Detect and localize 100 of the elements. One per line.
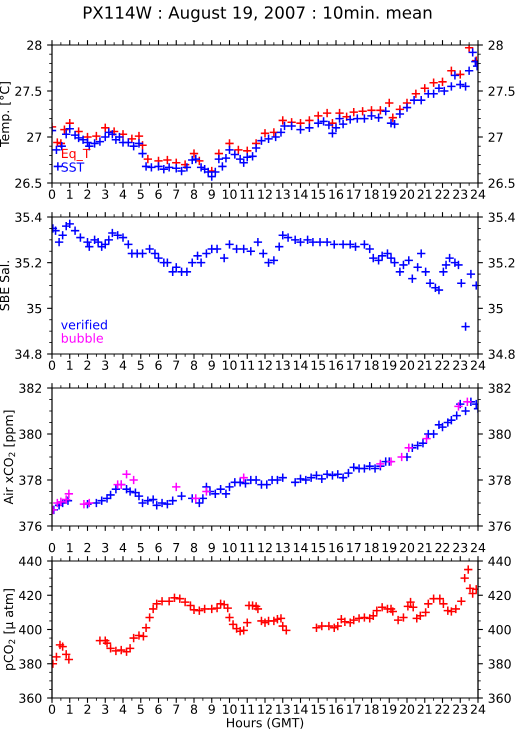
x2-tick-label: 9 [208,542,215,552]
x-tick-label: 5 [138,190,144,199]
series-label: Eq_T [62,148,91,161]
x-tick-label: 17 [347,190,361,199]
x-tick-label: 10 [222,189,237,199]
x-tick-label: 3 [102,704,108,714]
y2-tick-label: 382 [488,383,510,393]
x-tick-label: 6 [155,360,162,370]
y2-tick-label: 35 [488,304,503,314]
chart-title: PX114W : August 19, 2007 : 10min. mean [84,6,432,22]
x-tick-label: 16 [329,360,344,370]
x-tick-label: 8 [190,704,198,714]
y-tick-label: 28 [27,40,42,50]
x2-tick-label: 20 [400,542,414,552]
x-tick-label: 23 [453,189,468,199]
x2-tick-label: 23 [453,542,468,552]
y2-tick-label: 34.8 [488,349,515,359]
x-tick-label: 10 [222,360,237,370]
x-tick-label: 4 [120,704,126,714]
y-tick-label: 380 [19,429,42,439]
legend-label: bubble [62,333,103,343]
x-tick-label: 11 [240,360,254,370]
y2-tick-label: 27.5 [488,86,514,96]
y-tick-label: 376 [19,521,42,531]
x2-tick-label: 21 [418,542,432,552]
x-tick-label: 20 [400,189,414,199]
y-tick-label: 420 [19,590,42,600]
x-tick-label: 15 [312,190,326,199]
y-axis-title: Air xCO$_{2}$ [ppm] [4,410,16,504]
x-tick-label: 19 [382,360,396,370]
y-axis-title: Temp. [°C] [0,82,12,148]
x-tick-label: 7 [173,704,180,714]
x-tick-label: 19 [382,704,396,714]
x-tick-label: 2 [84,360,90,370]
x-tick-label: 9 [208,360,215,370]
x-tick-label: 18 [364,189,379,199]
x-tick-label: 0 [48,704,56,714]
x2-tick-label: 2 [84,542,90,552]
x-tick-label: 2 [84,189,90,199]
x-tick-label: 7 [173,190,180,199]
x-tick-label: 14 [294,360,308,370]
x2-tick-label: 4 [120,543,126,552]
x-tick-label: 24 [470,360,486,370]
y2-tick-label: 28 [488,40,503,50]
x-tick-label: 17 [347,704,361,714]
x2-tick-label: 13 [276,542,290,552]
x-tick-label: 5 [138,704,144,714]
y2-tick-label: 380 [488,659,511,669]
x2-tick-label: 5 [138,543,144,552]
x-tick-label: 4 [120,190,126,199]
y-tick-label: 35.4 [15,212,42,222]
x2-tick-label: 18 [364,542,379,552]
series-label: SST [62,162,84,172]
y-tick-label: 382 [19,383,42,393]
x2-tick-label: 12 [258,542,272,552]
x-tick-label: 15 [312,360,326,370]
y2-tick-label: 360 [488,693,511,703]
x-tick-label: 8 [190,189,198,199]
y2-tick-label: 420 [488,590,511,600]
x-tick-label: 22 [435,360,450,370]
x2-tick-label: 6 [155,542,162,552]
x-tick-label: 12 [258,360,272,370]
x2-tick-label: 16 [329,542,344,552]
x-tick-label: 24 [470,704,486,714]
x-tick-label: 17 [347,360,361,370]
x-tick-label: 22 [435,189,450,199]
text: verified [61,320,107,330]
x-tick-label: 7 [173,360,180,370]
x-tick-label: 23 [453,360,468,370]
x2-tick-label: 3 [102,542,108,552]
y-axis-title: pCO$_{2}$ [μ atm] [4,589,16,670]
x-tick-label: 0 [48,360,56,370]
y-tick-label: 35 [27,304,42,314]
x-tick-label: 19 [382,189,396,199]
x-tick-label: 16 [329,704,344,714]
x-tick-label: 1 [67,704,73,714]
x-tick-label: 20 [400,704,414,714]
y-tick-label: 27 [27,132,42,142]
x-tick-label: 23 [453,704,468,714]
x-tick-label: 15 [312,704,326,714]
x-tick-label: 5 [138,360,144,370]
x-tick-label: 18 [364,360,379,370]
y2-tick-label: 35.4 [488,212,515,222]
x2-tick-label: 22 [435,542,450,552]
y2-tick-label: 440 [488,556,511,566]
x-tick-label: 3 [102,189,108,199]
x2-tick-label: 8 [190,542,198,552]
x-tick-label: 12 [258,704,272,714]
x-tick-label: 24 [470,189,486,199]
x2-tick-label: 15 [312,543,326,552]
x-tick-label: 13 [276,360,290,370]
x-tick-label: 12 [258,189,272,199]
x2-tick-label: 17 [347,543,361,552]
x-tick-label: 20 [400,360,414,370]
y-tick-label: 27.5 [15,86,42,96]
x-tick-label: 18 [364,704,379,714]
x-tick-label: 1 [67,190,73,199]
x-tick-label: 0 [48,189,56,199]
y2-tick-label: 400 [488,624,511,634]
y-axis-title: SBE Sal. [0,261,10,310]
